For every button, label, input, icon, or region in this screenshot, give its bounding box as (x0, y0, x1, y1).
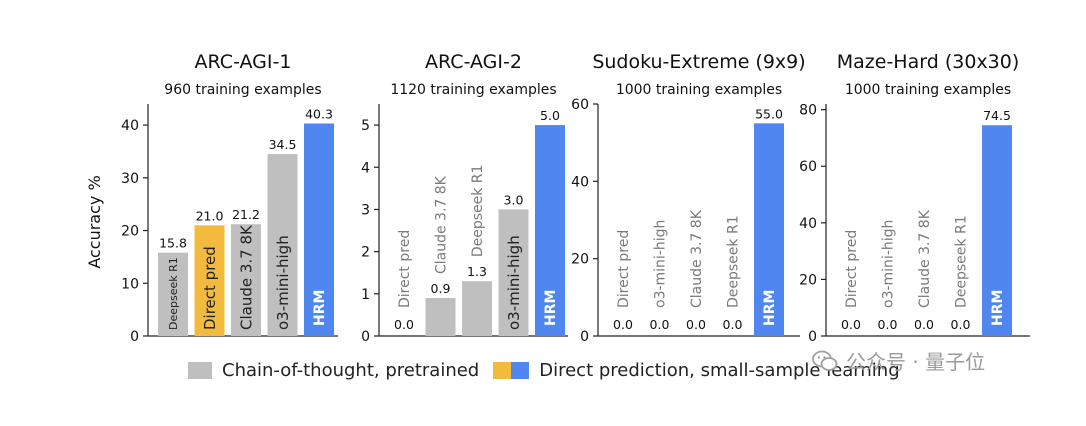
value-label: 21.2 (232, 207, 260, 222)
category-label: Claude 3.7 8K (237, 224, 255, 330)
y-tick-label: 20 (799, 272, 817, 288)
category-label: o3-mini-high (881, 220, 897, 308)
value-label: 0.0 (951, 317, 971, 332)
panel-title: ARC-AGI-1 (195, 51, 292, 73)
y-tick-label: 20 (121, 224, 139, 240)
category-label: HRM (312, 290, 328, 326)
value-label: 34.5 (269, 137, 297, 152)
value-label: 21.0 (196, 208, 224, 223)
legend-item-cot: Chain-of-thought, pretrained (188, 360, 479, 381)
bar (982, 125, 1012, 336)
category-label: Claude 3.7 8K (689, 209, 705, 308)
value-label: 0.0 (650, 317, 670, 332)
category-label: Deepseek R1 (954, 215, 970, 308)
category-label: Direct pred (844, 230, 860, 308)
y-tick-label: 0 (808, 329, 817, 345)
bar (425, 298, 456, 336)
y-tick-label: 4 (361, 160, 370, 176)
bar (535, 125, 565, 336)
legend: Chain-of-thought, pretrained Direct pred… (188, 356, 914, 384)
y-tick-label: 40 (121, 118, 139, 134)
category-label: o3-mini-high (653, 220, 669, 308)
category-label: Deepseek R1 (470, 165, 486, 258)
category-label: Deepseek R1 (726, 215, 742, 308)
panel-title: Maze-Hard (30x30) (837, 51, 1020, 73)
bar (462, 281, 492, 336)
value-label: 15.8 (159, 236, 187, 251)
panel-subtitle: 960 training examples (164, 82, 321, 98)
panel-subtitle: 1000 training examples (845, 82, 1011, 98)
y-tick-label: 5 (361, 118, 370, 134)
panel-title: ARC-AGI-2 (425, 51, 522, 73)
category-label: HRM (543, 290, 559, 326)
bar (158, 252, 188, 336)
watermark-text: 公众号 · 量子位 (846, 350, 986, 374)
category-label: Direct pred (616, 230, 632, 308)
category-label: HRM (762, 290, 778, 326)
value-label: 55.0 (755, 106, 783, 121)
category-label: o3-mini-high (505, 235, 523, 330)
category-label: o3-mini-high (274, 235, 292, 330)
value-label: 0.9 (431, 281, 451, 296)
legend-label-direct: Direct prediction, small-sample learning (539, 359, 900, 381)
category-label: HRM (990, 290, 1006, 326)
legend-swatch-direct (493, 361, 530, 379)
value-label: 0.0 (723, 317, 743, 332)
value-label: 40.3 (305, 107, 333, 122)
category-label: Claude 3.7 8K (917, 209, 933, 308)
bar (754, 123, 784, 336)
value-label: 74.5 (983, 108, 1011, 123)
bar (231, 224, 261, 336)
y-tick-label: 30 (121, 171, 139, 187)
legend-swatch-cot (188, 361, 212, 379)
bar (498, 209, 529, 336)
y-tick-label: 0 (130, 329, 139, 345)
value-label: 3.0 (504, 192, 524, 207)
legend-item-direct: Direct prediction, small-sample learning (493, 359, 900, 381)
y-tick-label: 1 (361, 287, 370, 303)
value-label: 0.0 (878, 317, 898, 332)
y-tick-label: 60 (799, 159, 817, 175)
watermark: 公众号 · 量子位 (812, 346, 985, 375)
y-tick-label: 3 (361, 202, 370, 218)
panel-subtitle: 1000 training examples (616, 82, 782, 98)
y-axis-label: Accuracy % (85, 175, 104, 268)
y-tick-label: 0 (580, 329, 589, 345)
bar (267, 154, 298, 336)
value-label: 1.3 (467, 264, 487, 279)
y-tick-label: 40 (799, 216, 817, 232)
value-label: 0.0 (914, 317, 934, 332)
y-tick-label: 10 (121, 276, 139, 292)
category-label: Direct pred (397, 230, 413, 308)
value-label: 0.0 (394, 317, 414, 332)
legend-label-cot: Chain-of-thought, pretrained (222, 359, 480, 381)
y-tick-label: 20 (571, 252, 589, 268)
wechat-icon (812, 350, 838, 371)
category-label: Direct pred (201, 246, 219, 330)
y-tick-label: 80 (799, 103, 817, 119)
value-label: 0.0 (613, 317, 633, 332)
bar (304, 123, 334, 336)
value-label: 0.0 (841, 317, 861, 332)
y-tick-label: 0 (361, 329, 370, 345)
y-tick-label: 60 (571, 97, 589, 113)
category-label: Claude 3.7 8K (434, 175, 450, 274)
y-tick-label: 2 (361, 245, 370, 261)
value-label: 5.0 (540, 108, 560, 123)
panel-title: Sudoku-Extreme (9x9) (592, 51, 805, 73)
category-label: Deepseek R1 (167, 257, 180, 330)
y-tick-label: 40 (571, 174, 589, 190)
panel-subtitle: 1120 training examples (390, 82, 556, 98)
value-label: 0.0 (686, 317, 706, 332)
bar (194, 225, 225, 336)
